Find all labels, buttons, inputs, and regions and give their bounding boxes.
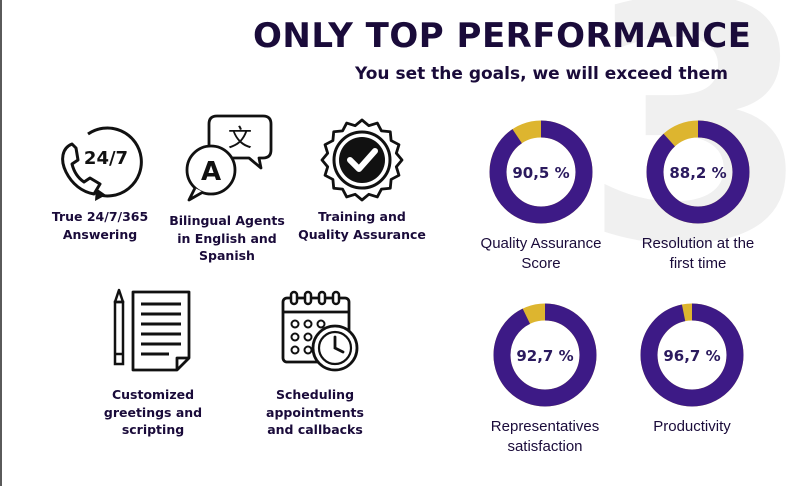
feature-label: Bilingual Agents in English and Spanish <box>169 213 285 263</box>
feature-answering: 24/7 True 24/7/365 Answering <box>40 118 160 243</box>
metric-value: 90,5 % <box>512 164 569 182</box>
donut-chart: 92,7 % <box>493 303 597 407</box>
svg-text:24/7: 24/7 <box>84 148 128 169</box>
donut-value-arc <box>489 120 593 224</box>
feature-label: Training and Quality Assurance <box>298 209 426 242</box>
donut-value-arc <box>493 303 597 407</box>
donut-value-arc <box>646 120 750 224</box>
feature-scripting: Customized greetings and scripting <box>88 288 218 439</box>
metric-resolution: 88,2 % Resolution at the first time <box>627 120 769 274</box>
metric-value: 92,7 % <box>516 347 573 365</box>
svg-text:文: 文 <box>228 124 252 152</box>
feature-scheduling: Scheduling appointments and callbacks <box>250 288 380 439</box>
translation-chat-icon: 文 A <box>185 114 273 202</box>
donut-chart: 96,7 % <box>640 303 744 407</box>
metric-quality-assurance: 90,5 % Quality Assurance Score <box>470 120 612 274</box>
page-title: ONLY TOP PERFORMANCE <box>253 16 752 56</box>
donut-chart: 88,2 % <box>646 120 750 224</box>
phone-24-7-icon: 24/7 <box>61 126 143 201</box>
metric-label: Resolution at the first time <box>641 235 755 272</box>
metric-productivity: 96,7 % Productivity <box>621 303 763 437</box>
metric-representatives: 92,7 % Representatives satisfaction <box>474 303 616 457</box>
feature-label: True 24/7/365 Answering <box>51 209 149 242</box>
donut-chart: 90,5 % <box>489 120 593 224</box>
metric-label: Productivity <box>653 418 731 435</box>
feature-label: Customized greetings and scripting <box>103 387 203 437</box>
metric-value: 96,7 % <box>663 347 720 365</box>
quality-badge-check-icon <box>320 118 404 202</box>
metric-value: 88,2 % <box>669 164 726 182</box>
feature-bilingual: 文 A Bilingual Agents in English and Spanis… <box>166 112 288 265</box>
metric-label: Quality Assurance Score <box>480 235 602 272</box>
script-pencil-icon <box>113 288 191 372</box>
donut-value-arc <box>640 303 744 407</box>
svg-text:A: A <box>201 157 221 187</box>
feature-label: Scheduling appointments and callbacks <box>266 387 364 437</box>
feature-quality: Training and Quality Assurance <box>292 118 432 243</box>
calendar-clock-icon <box>281 290 359 372</box>
page-left-border <box>0 0 2 486</box>
page-subtitle: You set the goals, we will exceed them <box>355 64 728 84</box>
background-number-watermark: 3 <box>582 0 802 317</box>
metric-label: Representatives satisfaction <box>490 418 600 455</box>
